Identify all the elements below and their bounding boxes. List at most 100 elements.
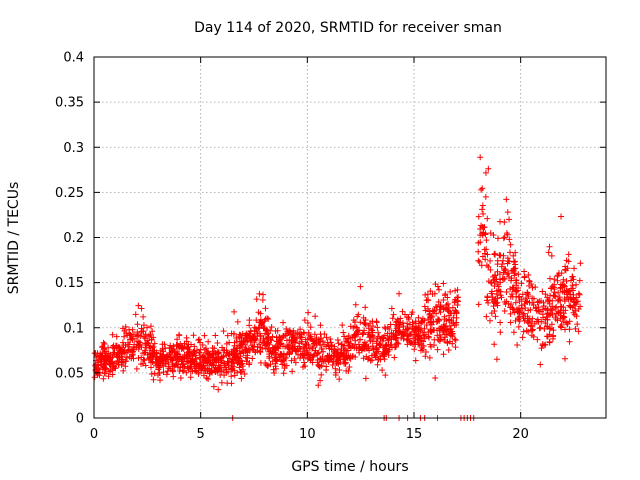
data-point <box>436 316 443 323</box>
data-point <box>566 302 573 309</box>
data-point <box>346 355 353 362</box>
data-point <box>518 296 525 303</box>
data-point <box>109 371 116 378</box>
data-point <box>352 301 359 308</box>
data-point <box>298 338 305 345</box>
data-point <box>479 253 486 260</box>
data-point <box>508 290 515 297</box>
data-point <box>409 319 416 326</box>
data-point <box>565 251 572 258</box>
data-point <box>492 295 499 302</box>
data-point <box>315 382 322 389</box>
data-point <box>557 213 564 220</box>
data-point <box>390 333 397 340</box>
data-point <box>264 315 271 322</box>
data-point <box>543 313 550 320</box>
y-tick-label: 0.4 <box>63 51 84 66</box>
data-point <box>118 361 125 368</box>
data-point <box>425 297 432 304</box>
data-point <box>228 380 235 387</box>
data-point <box>422 348 429 355</box>
data-point <box>195 369 202 376</box>
data-point <box>481 246 488 253</box>
data-point <box>545 249 552 256</box>
data-point <box>318 345 325 352</box>
data-point <box>340 344 347 351</box>
data-point <box>535 308 542 315</box>
data-point <box>573 294 580 301</box>
data-point <box>225 359 232 366</box>
data-point <box>426 354 433 361</box>
data-point <box>510 259 517 266</box>
data-point <box>325 343 332 350</box>
data-point <box>189 356 196 363</box>
data-point <box>525 293 532 300</box>
data-point <box>351 323 358 330</box>
data-point <box>280 319 287 326</box>
data-point <box>320 348 327 355</box>
data-point <box>334 347 341 354</box>
data-point <box>405 316 412 323</box>
data-point <box>289 333 296 340</box>
data-point <box>135 302 142 309</box>
data-point <box>246 322 253 329</box>
data-point <box>388 305 395 312</box>
data-point <box>120 367 127 374</box>
data-point <box>256 348 263 355</box>
data-point <box>444 340 451 347</box>
data-point <box>319 338 326 345</box>
data-point <box>317 355 324 362</box>
data-point <box>349 353 356 360</box>
data-point <box>555 289 562 296</box>
data-point <box>504 209 511 216</box>
data-point <box>332 365 339 372</box>
data-point <box>556 294 563 301</box>
data-point <box>421 325 428 332</box>
data-point <box>315 349 322 356</box>
data-point <box>375 329 382 336</box>
data-point <box>510 329 517 336</box>
data-point <box>223 347 230 354</box>
data-point <box>436 306 443 313</box>
data-point <box>497 252 504 259</box>
data-point <box>315 336 322 343</box>
data-point <box>226 351 233 358</box>
data-point <box>138 305 145 312</box>
data-point <box>507 285 514 292</box>
data-point <box>360 329 367 336</box>
data-point <box>509 267 516 274</box>
data-point <box>566 294 573 301</box>
data-point <box>251 327 258 334</box>
data-point <box>175 331 182 338</box>
data-point <box>492 250 499 257</box>
data-point <box>154 353 161 360</box>
data-point <box>212 364 219 371</box>
data-point <box>435 336 442 343</box>
data-point <box>336 366 343 373</box>
data-point <box>265 362 272 369</box>
data-point <box>361 320 368 327</box>
data-point <box>230 346 237 353</box>
data-point <box>494 235 501 242</box>
data-point <box>284 343 291 350</box>
data-point <box>355 341 362 348</box>
data-point <box>151 340 158 347</box>
data-point <box>422 291 429 298</box>
data-point <box>257 359 264 366</box>
data-point <box>261 340 268 347</box>
data-point <box>547 324 554 331</box>
data-point <box>379 367 386 374</box>
data-point <box>572 325 579 332</box>
data-point <box>567 303 574 310</box>
data-point <box>573 281 580 288</box>
data-point <box>433 310 440 317</box>
data-point <box>379 350 386 357</box>
data-point <box>157 377 164 384</box>
data-point <box>559 282 566 289</box>
data-point <box>305 329 312 336</box>
data-point <box>275 338 282 345</box>
data-point <box>480 210 487 217</box>
data-point <box>507 310 514 317</box>
data-point <box>575 290 582 297</box>
data-point <box>345 332 352 339</box>
